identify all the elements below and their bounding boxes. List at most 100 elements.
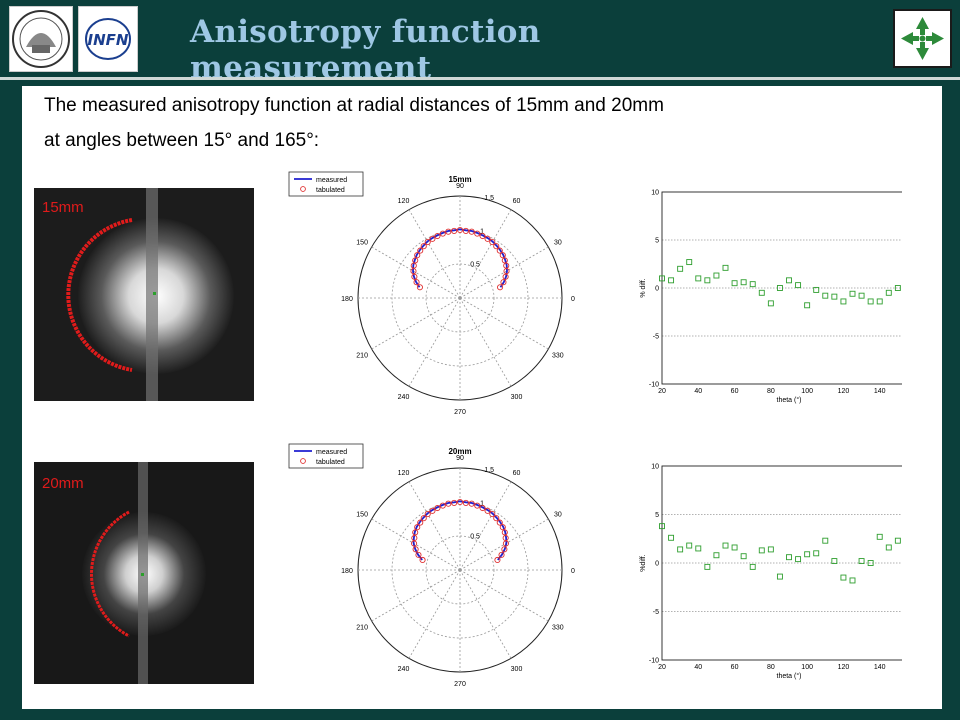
tabulated-point xyxy=(414,252,421,259)
diff-point xyxy=(758,547,765,554)
tabulated-point xyxy=(499,524,506,531)
polar-angle-label-30: 30 xyxy=(554,512,562,519)
diff-point xyxy=(740,279,747,286)
tabulated-point xyxy=(451,499,458,506)
diff-point xyxy=(885,544,892,551)
tabulated-point xyxy=(502,273,509,280)
polar-spoke-5 xyxy=(371,518,461,571)
y-axis-label: % diff. xyxy=(640,278,647,297)
tabulated-point xyxy=(462,499,469,506)
tabulated-point xyxy=(498,551,505,558)
tabulated-point xyxy=(411,540,418,547)
diff-point xyxy=(677,265,684,272)
tabulated-point xyxy=(493,515,500,522)
diff-point xyxy=(867,298,874,305)
diff-point xyxy=(876,533,883,540)
diff-point xyxy=(713,272,720,279)
diff-point xyxy=(795,556,802,563)
polar-plot-20mm: 0 30 60 90 120 150 180 210 240 270 300 330 0.5 1 1.5 20… xyxy=(285,442,585,692)
diff-point xyxy=(776,285,783,291)
polar-angle-label-240: 240 xyxy=(398,666,410,673)
tabulated-point xyxy=(501,529,508,536)
tabulated-point xyxy=(429,507,436,514)
diff-point xyxy=(858,558,865,565)
diff-point xyxy=(740,553,747,560)
x-tick-label: 100 xyxy=(801,664,813,671)
diff-point xyxy=(704,277,711,284)
x-tick-label: 140 xyxy=(874,664,886,671)
tabulated-point xyxy=(468,500,475,507)
tabulated-point xyxy=(411,273,418,280)
x-tick-label: 140 xyxy=(874,388,886,395)
diff-point xyxy=(731,280,738,287)
diff-plot-15mm: -10-5051020406080100120140160theta (°)% … xyxy=(602,184,902,414)
polar-spoke-7 xyxy=(371,569,461,622)
polar-title: 20mm xyxy=(448,447,471,456)
diff-point xyxy=(749,281,756,288)
tabulated-point xyxy=(474,230,481,237)
x-tick-label: 20 xyxy=(658,664,666,671)
x-tick-label: 80 xyxy=(767,388,775,395)
tabulated-point xyxy=(434,504,441,512)
x-tick-label: 100 xyxy=(801,388,813,395)
polar-spoke-10 xyxy=(459,569,512,659)
tabulated-point xyxy=(468,228,475,235)
x-tick-label: 80 xyxy=(767,664,775,671)
polar-r-label-2: 1.5 xyxy=(484,467,494,474)
x-tick-label: 120 xyxy=(838,664,850,671)
polar-r-label-0: 0.5 xyxy=(470,534,480,541)
tabulated-point xyxy=(415,551,422,558)
x-tick-label: 60 xyxy=(731,664,739,671)
polar-angle-label-330: 330 xyxy=(552,353,564,360)
legend-measured-label: measured xyxy=(316,449,347,456)
x-tick-label: 40 xyxy=(694,664,702,671)
y-tick-label: 0 xyxy=(655,286,659,293)
legend-tabulated-swatch xyxy=(300,458,306,464)
polar-r-label-2: 1.5 xyxy=(484,195,494,202)
tabulated-point xyxy=(416,284,423,291)
tabulated-point xyxy=(456,226,464,234)
plot-frame xyxy=(661,191,902,385)
diff-point xyxy=(840,574,847,581)
polar-angle-label-240: 240 xyxy=(398,394,410,401)
tabulated-point xyxy=(420,243,427,250)
y-tick-label: 10 xyxy=(651,190,659,197)
diff-point xyxy=(695,275,702,282)
polar-legend xyxy=(288,171,364,197)
polar-angle-label-330: 330 xyxy=(552,625,564,632)
header-divider xyxy=(0,77,960,80)
polar-r-label-1: 1 xyxy=(480,500,484,507)
polar-spoke-4 xyxy=(408,481,461,571)
diff-point xyxy=(813,286,820,293)
polar-angle-label-210: 210 xyxy=(356,353,368,360)
tabulated-point xyxy=(412,546,419,553)
tabulated-point xyxy=(445,500,452,507)
tabulated-point xyxy=(424,511,431,518)
polar-spoke-1 xyxy=(459,246,549,299)
diff-point xyxy=(804,551,811,558)
y-axis-label: %diff. xyxy=(640,554,647,571)
tabulated-point xyxy=(445,228,452,235)
polar-angle-label-120: 120 xyxy=(398,198,410,205)
tabulated-point xyxy=(419,556,426,564)
infn-logo: INFN xyxy=(78,6,138,72)
tabulated-point xyxy=(417,519,424,526)
diff-point xyxy=(849,290,856,297)
legend-tabulated-label: tabulated xyxy=(316,459,345,466)
green-arrows-logo xyxy=(893,9,952,68)
diff-point xyxy=(686,259,693,266)
polar-angle-label-270: 270 xyxy=(454,409,466,416)
diff-point xyxy=(786,277,792,284)
x-axis-label: theta (°) xyxy=(777,672,802,680)
polar-spoke-5 xyxy=(371,246,461,299)
diff-point xyxy=(677,546,684,553)
y-tick-label: 10 xyxy=(651,464,659,471)
infn-logo-text: INFN xyxy=(88,31,129,49)
polar-angle-label-180: 180 xyxy=(341,568,353,575)
diff-point xyxy=(659,275,665,282)
tabulated-point xyxy=(462,227,469,234)
legend-measured-label: measured xyxy=(316,177,347,184)
tabulated-point xyxy=(451,227,458,234)
tabulated-point xyxy=(439,230,446,237)
polar-angle-label-120: 120 xyxy=(398,470,410,477)
